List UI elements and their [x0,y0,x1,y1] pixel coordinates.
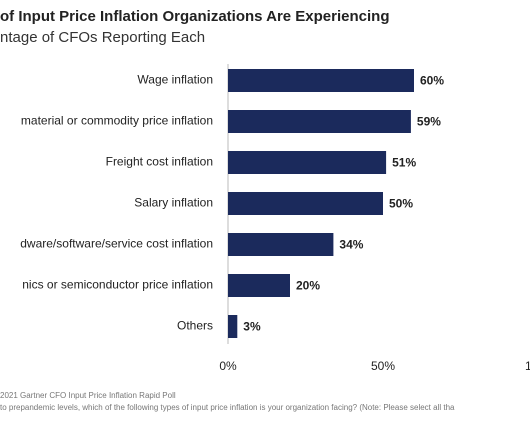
bar [228,233,334,256]
bar [228,69,414,92]
category-label: material or commodity price inflation [21,114,213,128]
x-tick-label: 50% [371,359,395,373]
note: to prepandemic levels, which of the foll… [0,403,455,412]
chart-subtitle: ntage of CFOs Reporting Each [0,29,205,46]
bar [228,192,383,215]
value-label: 51% [392,156,416,170]
bar [228,274,290,297]
category-label: Wage inflation [137,73,213,87]
source: 2021 Gartner CFO Input Price Inflation R… [0,391,176,400]
x-tick-label: 0% [219,359,237,373]
category-label: Freight cost inflation [106,155,213,169]
value-label: 59% [417,115,441,129]
category-label: Others [177,319,213,333]
value-label: 3% [243,320,261,334]
chart-title: of Input Price Inflation Organizations A… [0,8,390,25]
x-tick-label: 1 [525,359,530,373]
category-label: nics or semiconductor price inflation [22,278,213,292]
value-label: 34% [339,238,363,252]
bar [228,151,387,174]
value-label: 50% [389,197,413,211]
value-label: 60% [420,74,444,88]
value-label: 20% [296,279,320,293]
bar [228,110,411,133]
category-label: Salary inflation [134,196,213,210]
bar [228,315,238,338]
category-label: dware/software/service cost inflation [20,237,213,251]
